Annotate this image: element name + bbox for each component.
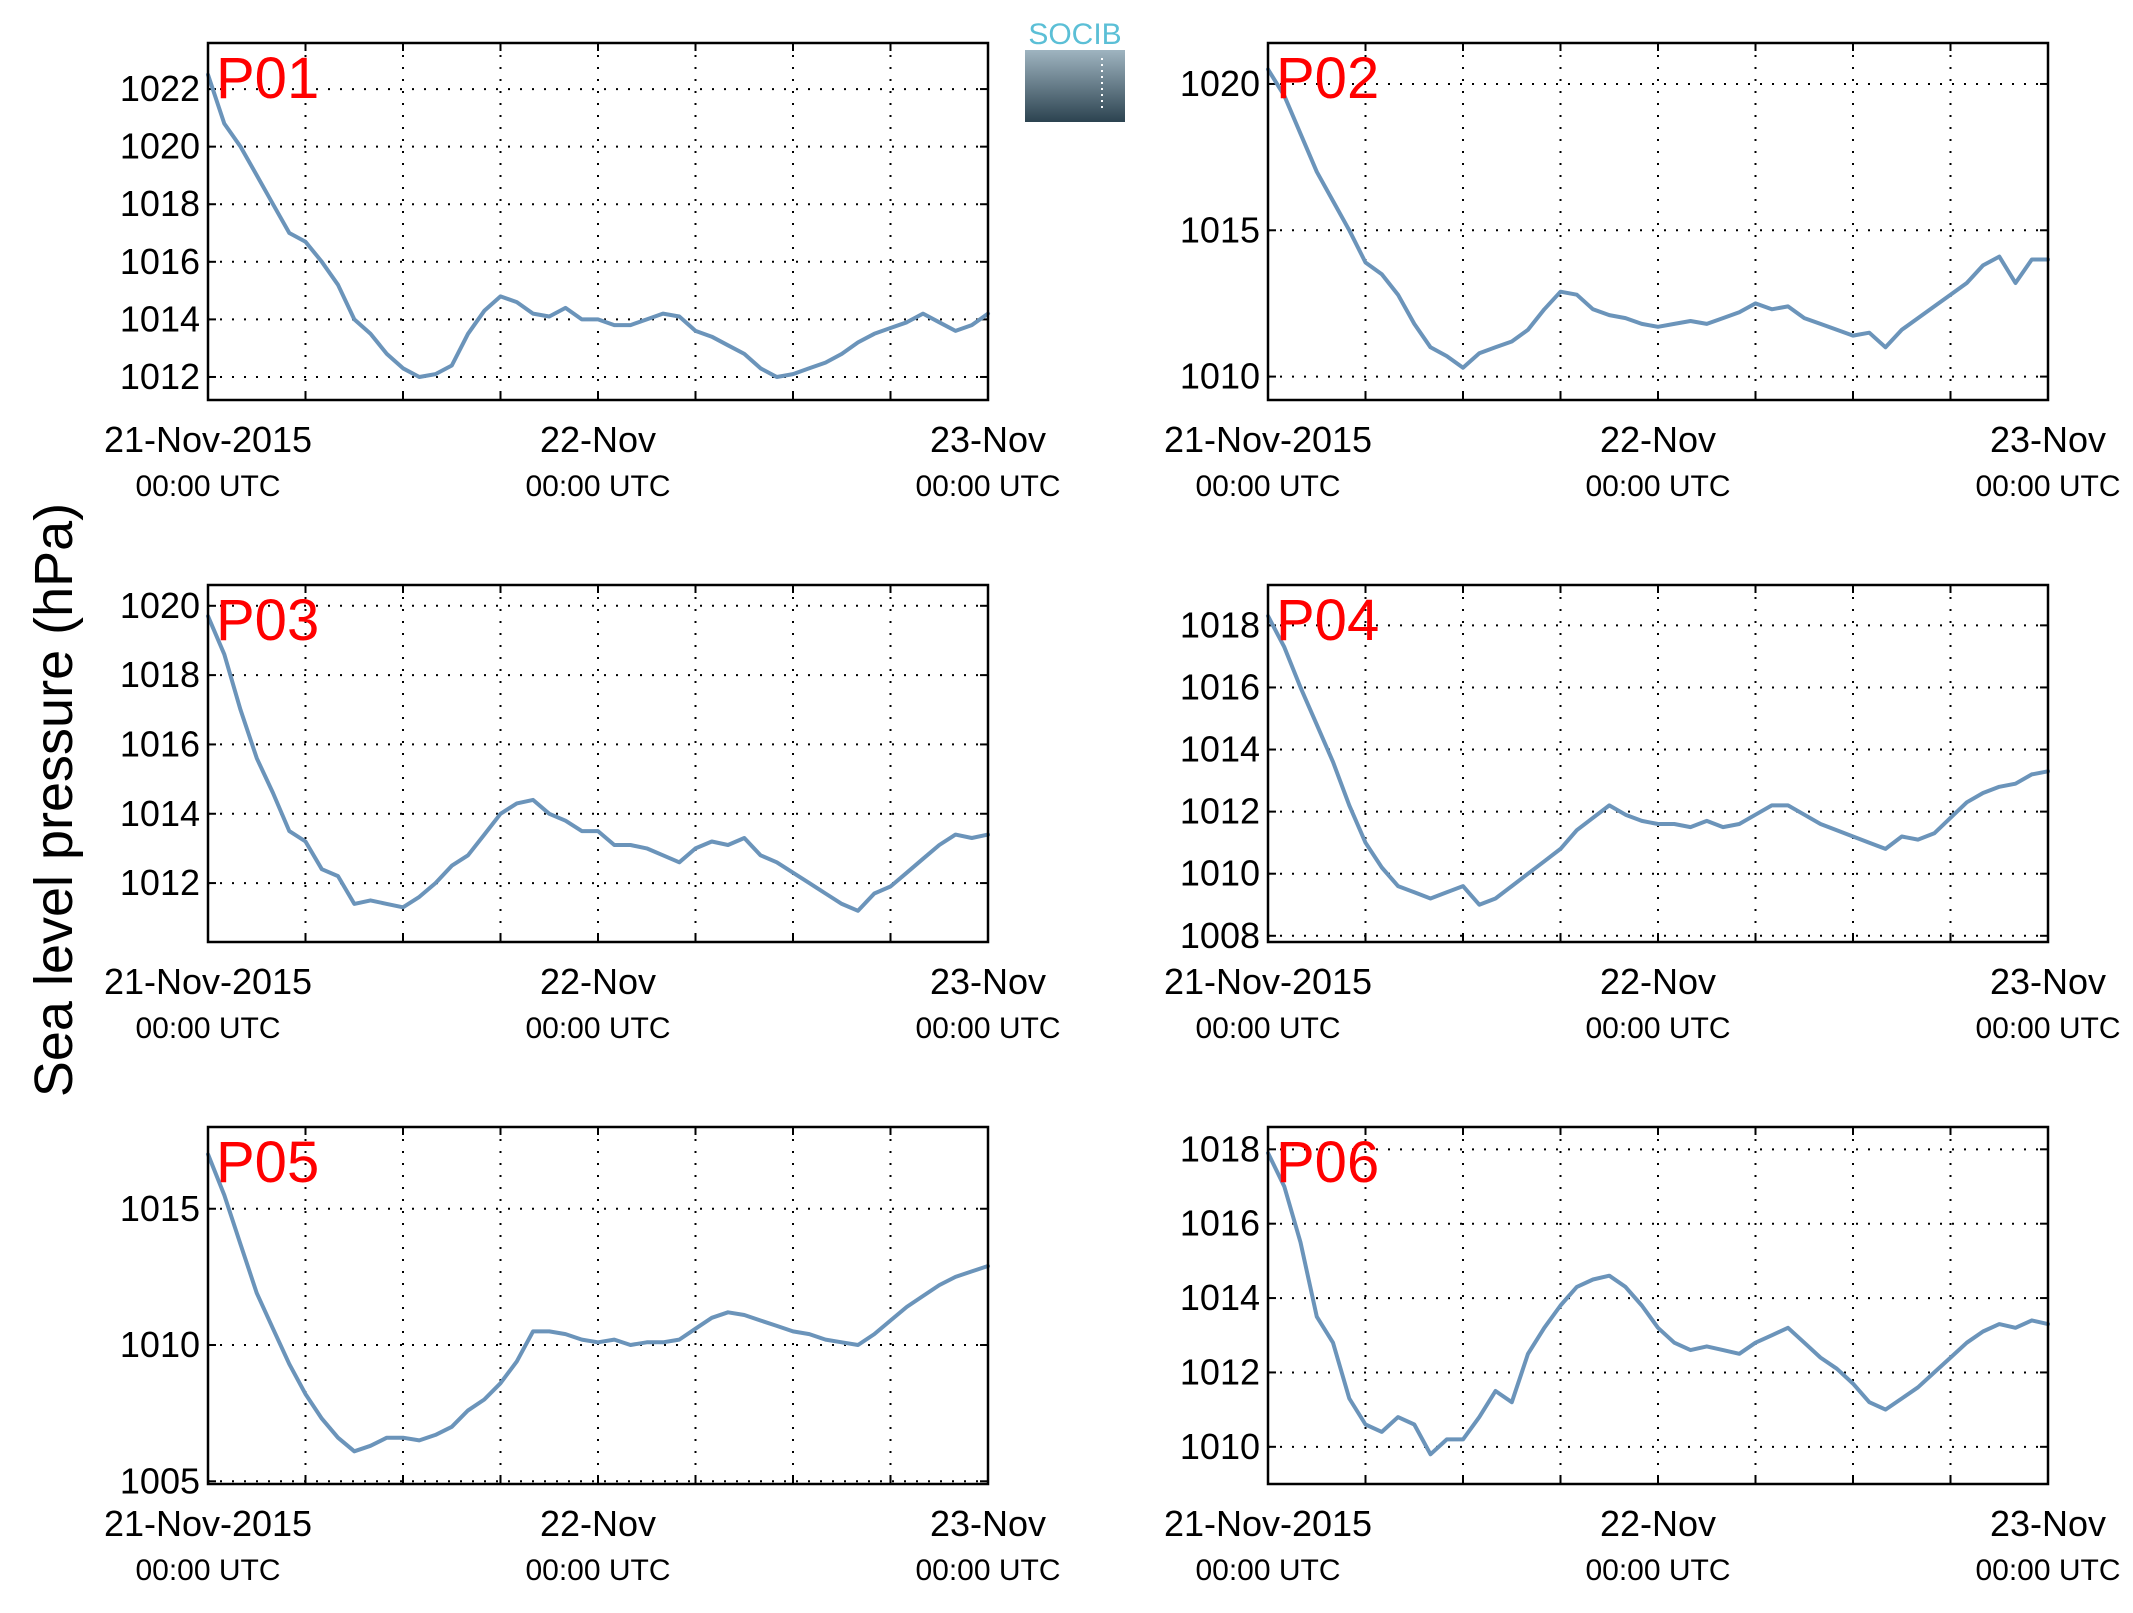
x-tick-time-label: 00:00 UTC xyxy=(1195,470,1340,503)
chart-panel-p02: 1010 1015 1020 21-Nov-2015 00:00 UTC 22-Nov 00… xyxy=(1164,41,2121,503)
x-tick-time-label: 00:00 UTC xyxy=(525,470,670,503)
axes-frame xyxy=(1266,41,2050,402)
y-tick-label: 1012 xyxy=(120,862,200,903)
y-tick-label: 1018 xyxy=(1180,1128,1260,1169)
y-tick-label: 1016 xyxy=(120,241,200,282)
x-tick-date-label: 21-Nov-2015 xyxy=(1164,961,1372,1002)
panels: 1012 1014 1016 1018 1020 1022 21-Nov-2015 00:00… xyxy=(104,41,2121,1587)
x-tick-date-label: 22-Nov xyxy=(1600,419,1716,460)
x-tick-time-label: 00:00 UTC xyxy=(1585,1012,1730,1045)
y-tick-label: 1018 xyxy=(120,183,200,224)
x-tick-date-label: 22-Nov xyxy=(540,419,656,460)
pressure-series-line xyxy=(1266,614,2050,907)
x-tick-date-label: 23-Nov xyxy=(930,1503,1046,1544)
y-tick-label: 1010 xyxy=(1180,1426,1260,1467)
y-tick-label: 1015 xyxy=(120,1188,200,1229)
y-tick-label: 1014 xyxy=(120,298,200,339)
y-tick-label: 1012 xyxy=(1180,791,1260,832)
y-tick-label: 1016 xyxy=(120,723,200,764)
socib-logo: SOCIB xyxy=(1025,18,1125,122)
x-tick-time-label: 00:00 UTC xyxy=(915,1012,1060,1045)
x-tick-time-label: 00:00 UTC xyxy=(135,1012,280,1045)
y-tick-label: 1022 xyxy=(120,68,200,109)
x-tick-time-label: 00:00 UTC xyxy=(135,1554,280,1587)
x-tick-time-label: 00:00 UTC xyxy=(915,1554,1060,1587)
x-tick-date-label: 22-Nov xyxy=(540,961,656,1002)
x-tick-time-label: 00:00 UTC xyxy=(1195,1012,1340,1045)
pressure-series-line xyxy=(206,1152,990,1454)
panel-label: P05 xyxy=(216,1130,319,1195)
x-tick-time-label: 00:00 UTC xyxy=(915,470,1060,503)
chart-panel-p03: 1012 1014 1016 1018 1020 21-Nov-2015 00:00 UTC… xyxy=(104,583,1061,1045)
x-tick-time-label: 00:00 UTC xyxy=(1975,1554,2120,1587)
x-tick-date-label: 21-Nov-2015 xyxy=(1164,1503,1372,1544)
x-tick-date-label: 23-Nov xyxy=(930,961,1046,1002)
x-tick-time-label: 00:00 UTC xyxy=(1975,470,2120,503)
chart-panel-p04: 1008 1010 1012 1014 1016 1018 21-Nov-2015 00:00… xyxy=(1164,583,2121,1045)
axes-frame xyxy=(1266,583,2050,944)
y-tick-label: 1016 xyxy=(1180,1203,1260,1244)
y-tick-label: 1020 xyxy=(1180,63,1260,104)
y-tick-label: 1014 xyxy=(1180,1277,1260,1318)
x-tick-date-label: 23-Nov xyxy=(1990,961,2106,1002)
pressure-series-line xyxy=(206,72,990,379)
logo-text: SOCIB xyxy=(1028,18,1121,51)
x-tick-date-label: 22-Nov xyxy=(1600,961,1716,1002)
x-tick-time-label: 00:00 UTC xyxy=(1975,1012,2120,1045)
x-tick-date-label: 21-Nov-2015 xyxy=(104,1503,312,1544)
pressure-series-line xyxy=(1266,67,2050,370)
panel-label: P03 xyxy=(216,588,319,653)
x-tick-date-label: 22-Nov xyxy=(1600,1503,1716,1544)
y-tick-label: 1016 xyxy=(1180,666,1260,707)
x-tick-date-label: 23-Nov xyxy=(1990,1503,2106,1544)
y-tick-label: 1010 xyxy=(1180,356,1260,397)
chart-panel-p06: 1010 1012 1014 1016 1018 21-Nov-2015 00:00 UTC… xyxy=(1164,1125,2121,1587)
chart-panel-p05: 1005 1010 1015 21-Nov-2015 00:00 UTC 22-Nov 00… xyxy=(104,1125,1061,1587)
axes-frame xyxy=(206,41,990,402)
x-tick-time-label: 00:00 UTC xyxy=(1195,1554,1340,1587)
x-tick-date-label: 21-Nov-2015 xyxy=(1164,419,1372,460)
x-tick-date-label: 21-Nov-2015 xyxy=(104,419,312,460)
x-tick-time-label: 00:00 UTC xyxy=(525,1012,670,1045)
y-tick-label: 1018 xyxy=(1180,604,1260,645)
axes-frame xyxy=(206,583,990,944)
y-tick-label: 1010 xyxy=(1180,853,1260,894)
x-tick-date-label: 22-Nov xyxy=(540,1503,656,1544)
logo-wave-block xyxy=(1025,50,1125,122)
x-tick-time-label: 00:00 UTC xyxy=(1585,1554,1730,1587)
panel-label: P06 xyxy=(1276,1130,1379,1195)
y-tick-label: 1020 xyxy=(120,126,200,167)
chart-panel-p01: 1012 1014 1016 1018 1020 1022 21-Nov-2015 00:00… xyxy=(104,41,1061,503)
x-tick-time-label: 00:00 UTC xyxy=(135,470,280,503)
y-tick-label: 1012 xyxy=(120,356,200,397)
x-tick-time-label: 00:00 UTC xyxy=(1585,470,1730,503)
y-tick-label: 1008 xyxy=(1180,915,1260,956)
panel-label: P01 xyxy=(216,46,319,111)
pressure-series-line xyxy=(1266,1151,2050,1457)
panel-label: P02 xyxy=(1276,46,1379,111)
panel-label: P04 xyxy=(1276,588,1379,653)
x-tick-date-label: 23-Nov xyxy=(930,419,1046,460)
y-tick-label: 1010 xyxy=(120,1324,200,1365)
y-tick-label: 1015 xyxy=(1180,209,1260,250)
y-tick-label: 1005 xyxy=(120,1460,200,1501)
y-tick-label: 1020 xyxy=(120,585,200,626)
y-tick-label: 1012 xyxy=(1180,1351,1260,1392)
axes-frame xyxy=(206,1125,990,1486)
x-tick-time-label: 00:00 UTC xyxy=(525,1554,670,1587)
y-axis-label: Sea level pressure (hPa) xyxy=(24,503,84,1097)
pressure-series-line xyxy=(206,614,990,913)
y-tick-label: 1014 xyxy=(120,793,200,834)
x-tick-date-label: 21-Nov-2015 xyxy=(104,961,312,1002)
x-tick-date-label: 23-Nov xyxy=(1990,419,2106,460)
axes-frame xyxy=(1266,1125,2050,1486)
y-tick-label: 1014 xyxy=(1180,729,1260,770)
y-tick-label: 1018 xyxy=(120,654,200,695)
